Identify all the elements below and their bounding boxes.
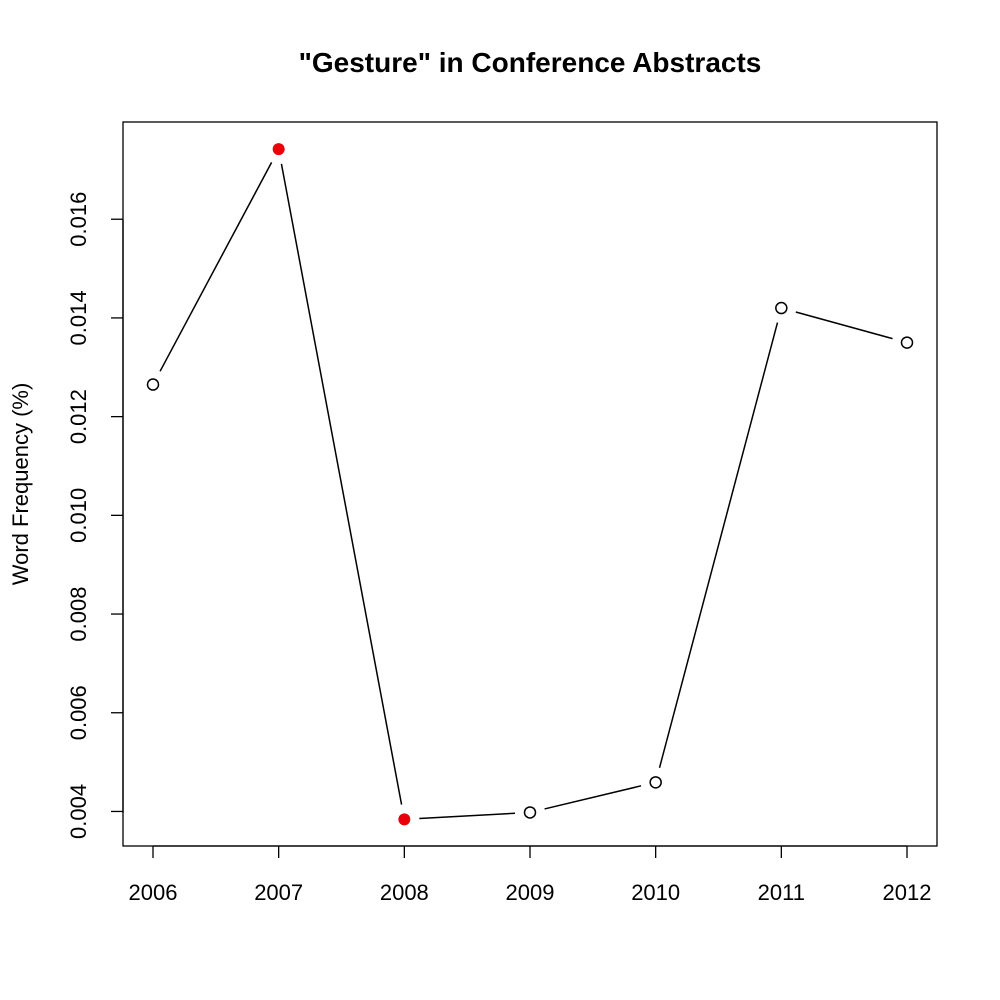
line-segment [159, 162, 273, 372]
data-point [146, 378, 160, 391]
y-tick-label: 0.014 [66, 290, 91, 345]
y-tick-label: 0.006 [66, 685, 91, 740]
data-point [900, 336, 914, 349]
line-segment [280, 163, 403, 805]
line-segment [795, 311, 893, 340]
x-tick-label: 2006 [129, 880, 178, 905]
y-axis-label: Word Frequency (%) [8, 383, 33, 586]
y-tick-label: 0.012 [66, 389, 91, 444]
data-point [775, 301, 788, 315]
plot-frame [122, 121, 938, 847]
data-point [523, 806, 537, 819]
y-tick-label: 0.004 [66, 784, 91, 839]
line-segment [658, 322, 779, 769]
highlighted-point [272, 143, 285, 156]
x-tick-label: 2010 [631, 880, 680, 905]
y-tick-label: 0.010 [66, 488, 91, 543]
y-tick-label: 0.016 [66, 192, 91, 247]
line-segment [544, 785, 642, 810]
x-tick-label: 2009 [506, 880, 555, 905]
line-segment [419, 812, 516, 820]
y-axis-ticks: 0.004 0.006 0.008 0.010 0.012 0.014 0.016 [66, 192, 123, 839]
data-point [649, 776, 662, 789]
y-tick-label: 0.008 [66, 587, 91, 642]
x-axis-ticks: 2006 2007 2008 2009 2010 2011 2012 [129, 846, 932, 905]
series-line [159, 162, 893, 820]
highlighted-point [398, 813, 411, 826]
x-tick-label: 2012 [883, 880, 932, 905]
x-tick-label: 2011 [758, 880, 805, 905]
x-tick-label: 2007 [254, 880, 303, 905]
x-tick-label: 2008 [380, 880, 429, 905]
chart-title: "Gesture" in Conference Abstracts [299, 47, 762, 78]
series-points [146, 143, 914, 826]
